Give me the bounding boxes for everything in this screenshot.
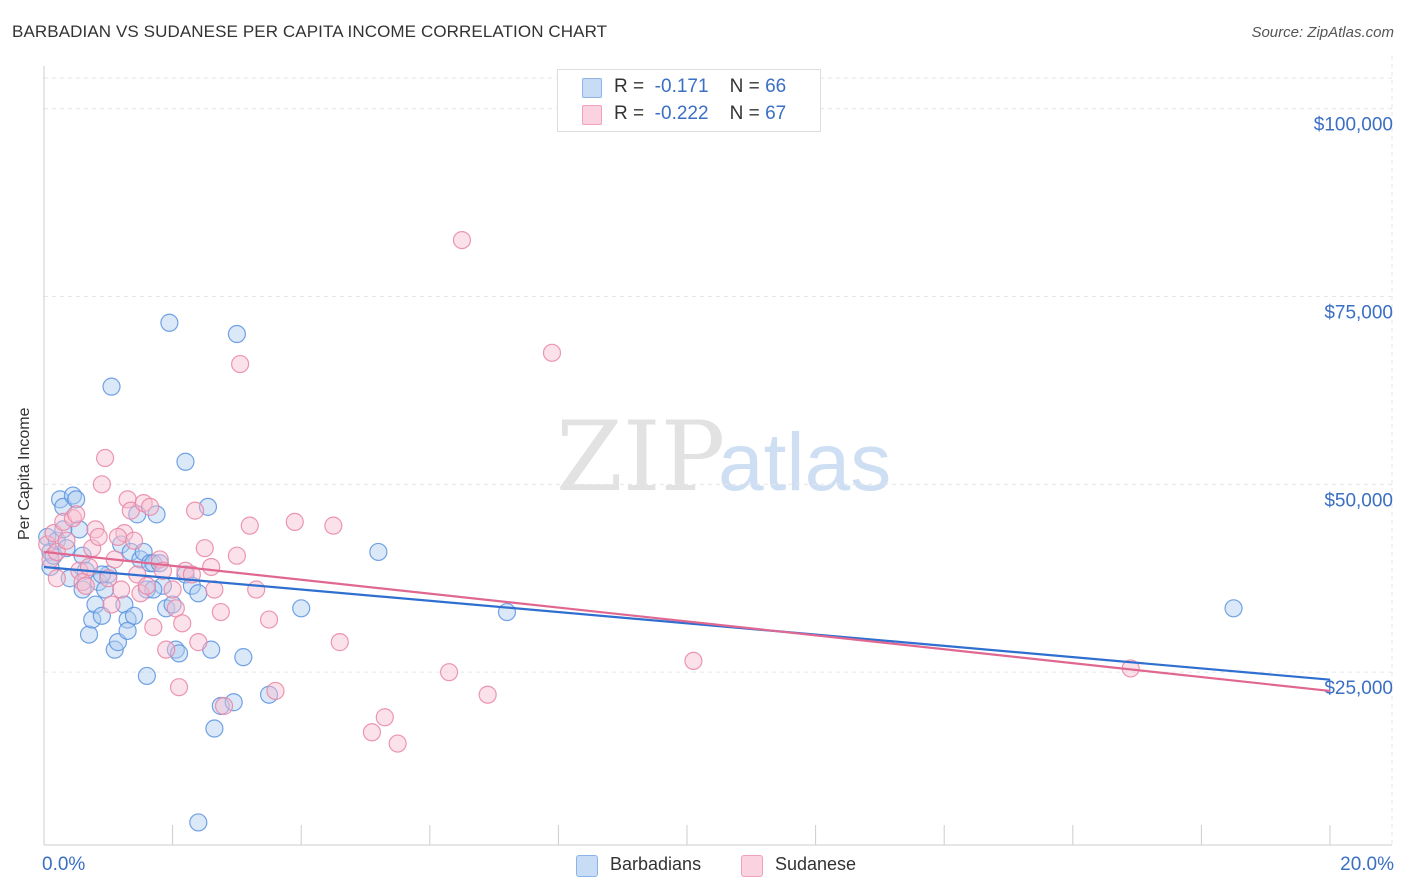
stats-text: R = -0.222 N = 67 xyxy=(614,103,787,124)
sudanese-point xyxy=(324,516,343,535)
sudanese-swatch xyxy=(582,105,602,125)
sudanese-point xyxy=(163,580,182,599)
tick-labels: $25,000 $50,000 $75,000 $100,000 0.0% 20.0% xyxy=(42,115,1394,875)
sudanese-point xyxy=(89,527,108,547)
barbadians-point xyxy=(227,324,246,344)
barbadians-point xyxy=(147,505,166,524)
y-tick-label: $25,000 xyxy=(1324,678,1393,699)
sudanese-point xyxy=(67,505,86,524)
barbadians-point xyxy=(83,610,102,629)
trend-lines xyxy=(43,550,1331,693)
data-points xyxy=(38,231,1243,832)
sudanese-point xyxy=(452,231,472,250)
chart-title: BARBADIAN VS SUDANESE PER CAPITA INCOME … xyxy=(12,22,608,41)
y-tick-label: $50,000 xyxy=(1324,490,1393,511)
sudanese-legend-swatch xyxy=(741,855,763,877)
sudanese-point xyxy=(195,539,214,558)
barbadians-point xyxy=(369,542,388,562)
sudanese-point xyxy=(47,569,66,588)
sudanese-point xyxy=(330,633,349,652)
y-tick-label: $100,000 xyxy=(1314,115,1393,136)
sudanese-point xyxy=(137,576,156,595)
barbadians-point xyxy=(224,693,243,712)
watermark-atlas: atlas xyxy=(718,417,891,508)
sudanese-point xyxy=(259,610,279,629)
sudanese-point xyxy=(205,580,224,599)
sudanese-point xyxy=(542,343,562,362)
sudanese-point xyxy=(388,734,407,753)
barbadians-point xyxy=(292,599,311,618)
barbadians-swatch xyxy=(582,78,602,98)
sudanese-point xyxy=(684,651,703,671)
watermark-zip: ZIP xyxy=(556,401,725,513)
grid-lines xyxy=(44,56,1393,845)
barbadians-point xyxy=(234,648,253,667)
sudanese-point xyxy=(202,557,221,577)
x-tick-label: 0.0% xyxy=(42,854,85,875)
axes xyxy=(43,66,1392,846)
barbadians-point xyxy=(67,490,86,509)
sudanese-point xyxy=(108,527,128,547)
sudanese-point xyxy=(140,497,160,516)
barbadians-point xyxy=(1224,599,1243,618)
sudanese-point xyxy=(166,599,185,618)
sudanese-point xyxy=(124,531,144,550)
sudanese-point xyxy=(478,685,497,704)
stats-text: R = -0.171 N = 66 xyxy=(614,76,787,97)
sudanese-point xyxy=(439,663,459,682)
zipatlas-watermark: ZIP atlas xyxy=(556,401,891,513)
sudanese-point xyxy=(214,696,234,716)
sudanese-point xyxy=(247,580,266,599)
sudanese-point xyxy=(169,678,189,697)
sudanese-point xyxy=(112,580,131,599)
sudanese-point xyxy=(157,640,176,659)
sudanese-point xyxy=(57,531,76,550)
barbadians-point xyxy=(176,452,195,471)
barbadians-point xyxy=(118,621,137,640)
legend-label: Sudanese xyxy=(775,854,857,874)
sudanese-point xyxy=(79,557,99,577)
barbadians-point xyxy=(70,520,89,539)
sudanese-point xyxy=(362,723,382,742)
sudanese-point xyxy=(144,617,163,637)
barbadians-trend-line xyxy=(43,565,1331,681)
chart-source: Source: ZipAtlas.com xyxy=(1251,24,1394,41)
barbadians-point xyxy=(95,580,115,599)
sudanese-point xyxy=(231,354,250,374)
legend-label: Barbadians xyxy=(610,854,702,874)
sudanese-point xyxy=(211,602,230,622)
barbadians-point xyxy=(57,539,76,558)
barbadians-point xyxy=(137,666,156,686)
sudanese-point xyxy=(153,561,173,580)
barbadians-legend-swatch xyxy=(576,855,598,877)
sudanese-point xyxy=(102,595,121,614)
sudanese-point xyxy=(189,633,208,652)
barbadians-point xyxy=(102,377,121,396)
sudanese-point xyxy=(173,614,192,633)
sudanese-point xyxy=(375,708,394,727)
barbadians-point xyxy=(124,606,144,625)
barbadians-point xyxy=(79,625,99,644)
sudanese-trend-line xyxy=(43,550,1331,693)
sudanese-point xyxy=(131,584,150,603)
sudanese-point xyxy=(95,448,115,468)
barbadians-point xyxy=(189,584,208,603)
barbadians-point xyxy=(160,313,179,332)
barbadians-point xyxy=(189,813,208,832)
barbadians-point xyxy=(205,719,224,738)
sudanese-point xyxy=(240,516,259,535)
x-tick-label: 20.0% xyxy=(1340,854,1394,875)
sudanese-point xyxy=(186,501,205,520)
sudanese-point xyxy=(92,475,111,494)
sudanese-point xyxy=(227,546,246,565)
sudanese-point xyxy=(76,576,95,595)
series-legend: Barbadians Sudanese xyxy=(0,852,1406,878)
y-tick-label: $75,000 xyxy=(1324,302,1393,323)
stats-legend: R = -0.171 N = 66 R = -0.222 N = 67 xyxy=(557,69,821,132)
barbadians-point xyxy=(86,595,105,614)
sudanese-point xyxy=(266,681,285,701)
sudanese-point xyxy=(285,512,304,531)
